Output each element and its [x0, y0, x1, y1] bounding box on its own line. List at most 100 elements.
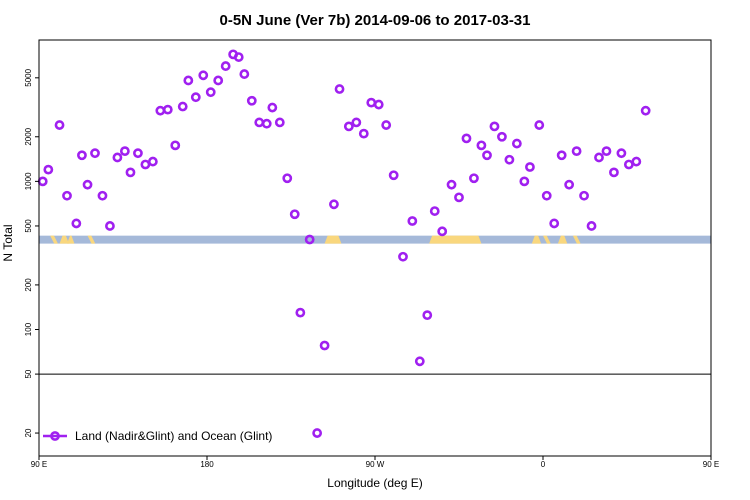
land-sliver — [543, 235, 551, 244]
data-point — [105, 221, 115, 231]
data-point — [246, 95, 257, 106]
data-point — [373, 99, 384, 110]
data-point — [304, 234, 315, 245]
data-point — [198, 70, 209, 81]
data-point — [476, 140, 487, 151]
data-point — [381, 120, 392, 130]
surface-strip — [39, 235, 711, 244]
data-point — [422, 310, 433, 321]
data-point — [579, 190, 589, 201]
data-point — [640, 105, 651, 116]
data-point — [497, 131, 507, 142]
data-point — [334, 84, 345, 94]
data-point — [170, 140, 181, 151]
data-point — [601, 146, 612, 157]
data-point — [437, 226, 448, 237]
data-point — [398, 251, 408, 262]
data-point — [274, 117, 285, 128]
data-point — [407, 216, 418, 226]
data-point — [564, 179, 575, 190]
land-segment — [324, 235, 342, 244]
data-point — [388, 170, 399, 181]
data-point — [519, 176, 530, 187]
land-segment — [531, 235, 542, 244]
data-point — [220, 61, 231, 71]
data-point — [429, 206, 440, 216]
data-point — [343, 121, 354, 132]
data-point — [239, 69, 250, 79]
data-point — [162, 104, 173, 115]
data-point — [147, 156, 158, 167]
data-point — [556, 150, 567, 161]
x-tick-label: 90 E — [703, 460, 719, 469]
land-segment — [429, 235, 482, 244]
data-point — [631, 156, 642, 167]
data-point — [119, 146, 130, 157]
data-point — [82, 179, 93, 190]
data-point — [616, 148, 627, 159]
data-point — [71, 218, 82, 229]
x-tick-label: 90 W — [366, 460, 385, 469]
x-axis-label: Longitude (deg E) — [327, 476, 422, 490]
y-axis-label: N Total — [1, 224, 15, 261]
data-point — [414, 356, 425, 367]
legend-marker — [50, 431, 60, 441]
y-tick-label: 100 — [24, 322, 33, 336]
data-point — [623, 159, 634, 170]
data-point — [511, 138, 522, 149]
data-point — [549, 218, 560, 229]
data-point — [329, 199, 339, 210]
x-tick-label: 180 — [200, 460, 214, 469]
data-point — [140, 159, 151, 170]
data-point — [261, 118, 272, 129]
y-tick-label: 5000 — [24, 68, 33, 86]
land-sliver — [87, 235, 96, 244]
data-point — [469, 173, 479, 184]
y-tick-label: 1000 — [24, 172, 33, 190]
data-point — [541, 190, 552, 201]
land-segment — [67, 235, 75, 244]
data-point — [534, 120, 545, 130]
data-point — [205, 87, 216, 98]
data-point — [282, 173, 293, 184]
data-point — [504, 154, 515, 165]
data-point — [155, 105, 166, 116]
data-point — [62, 190, 72, 201]
data-point — [54, 120, 65, 130]
data-point — [358, 128, 369, 139]
legend-label: Land (Nadir&Glint) and Ocean (Glint) — [75, 429, 272, 443]
data-point — [351, 117, 362, 128]
data-point — [43, 164, 54, 175]
data-point — [571, 146, 582, 157]
land-segment — [59, 235, 69, 244]
data-point — [586, 221, 597, 231]
data-point — [312, 428, 323, 438]
data-point — [77, 150, 87, 161]
land-sliver — [572, 235, 581, 244]
data-point — [594, 152, 604, 163]
data-point — [482, 150, 492, 161]
data-point — [446, 179, 457, 190]
data-point — [112, 152, 123, 163]
data-point — [125, 167, 136, 178]
data-point — [37, 176, 48, 187]
data-point — [97, 190, 108, 201]
data-point — [183, 75, 194, 86]
axes: 90 E 180 90 W 0 90 E 20 50 100 200 500 1000 2000 500… — [24, 68, 719, 469]
data-point — [267, 102, 278, 113]
y-tick-label: 2000 — [24, 127, 33, 145]
land-sliver — [50, 235, 58, 244]
data-point — [609, 167, 619, 178]
data-point — [177, 101, 188, 112]
x-tick-label: 90 E — [31, 460, 47, 469]
x-tick-label: 0 — [541, 460, 546, 469]
plot-frame — [38, 39, 712, 457]
data-point — [213, 75, 224, 86]
data-point — [366, 97, 377, 108]
data-point — [461, 133, 472, 144]
data-point — [289, 209, 300, 220]
data-point — [295, 307, 306, 318]
y-tick-label: 50 — [24, 369, 33, 378]
chart-title: 0-5N June (Ver 7b) 2014-09-06 to 2017-03… — [220, 12, 531, 29]
